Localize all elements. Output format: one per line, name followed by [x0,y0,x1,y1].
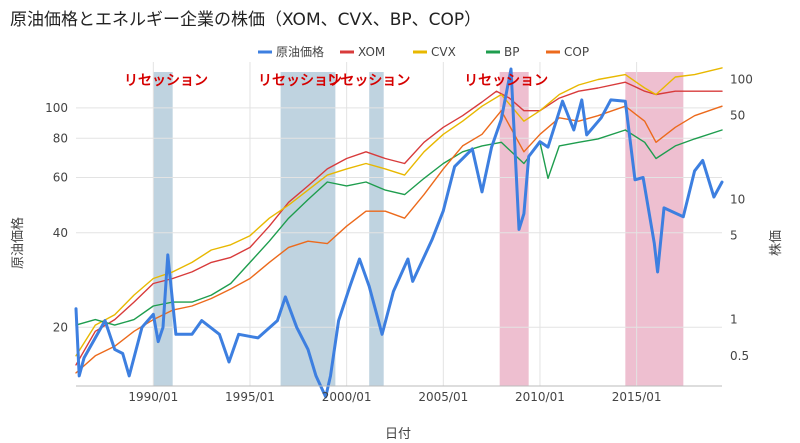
y-axis-right-label: 株価 [769,230,784,256]
x-tick-label: 2000/01 [322,390,372,404]
series-line-COP [75,105,723,374]
legend-label: COP [564,45,589,59]
series-line-CVX [75,67,723,357]
shaded-region-0 [153,72,173,386]
chart-title: 原油価格とエネルギー企業の株価（XOM、CVX、BP、COP） [10,10,481,30]
grid [76,62,722,386]
shaded-regions [153,72,684,386]
legend-label: 原油価格 [276,44,324,59]
y-right-tick-label: 0.5 [730,349,749,363]
x-axis-label: 日付 [385,427,411,442]
axes: 1990/01 1995/01 2000/01 2005/01 2010/01 2015/… [45,73,753,404]
x-tick-label: 1995/01 [225,390,275,404]
shaded-region-4 [625,72,684,386]
x-tick-label: 2015/01 [612,390,662,404]
legend-label: BP [504,45,519,59]
y-right-tick-label: 1 [730,313,738,327]
recession-label: リセッション [124,73,208,89]
series-lines [74,67,724,399]
x-tick-label: 2005/01 [418,390,468,404]
x-tick-label: 2010/01 [515,390,565,404]
y-right-tick-label: 10 [730,193,745,207]
series-line-BP [75,129,723,326]
y-left-tick-label: 60 [53,171,68,185]
legend-label: XOM [358,45,385,59]
shaded-region-2 [369,72,384,386]
y-right-tick-label: 5 [730,229,738,243]
legend: 原油価格 XOM CVX BP COP [258,44,589,59]
y-left-tick-label: 40 [53,226,68,240]
y-left-tick-label: 80 [53,131,68,145]
y-left-tick-label: 20 [53,320,68,334]
recession-label: リセッション [326,73,410,89]
recession-label: リセッション [464,73,548,89]
y-axis-left-label: 原油価格 [10,217,26,269]
recession-label: リセッション [258,73,342,89]
shaded-region-1 [280,72,336,386]
y-right-tick-label: 100 [730,73,753,87]
series-line-原油価格 [74,67,724,399]
legend-label: CVX [431,45,456,59]
y-left-tick-label: 100 [45,101,68,115]
series-line-XOM [75,81,723,366]
x-tick-label: 1990/01 [128,390,178,404]
y-right-tick-label: 50 [730,109,745,123]
